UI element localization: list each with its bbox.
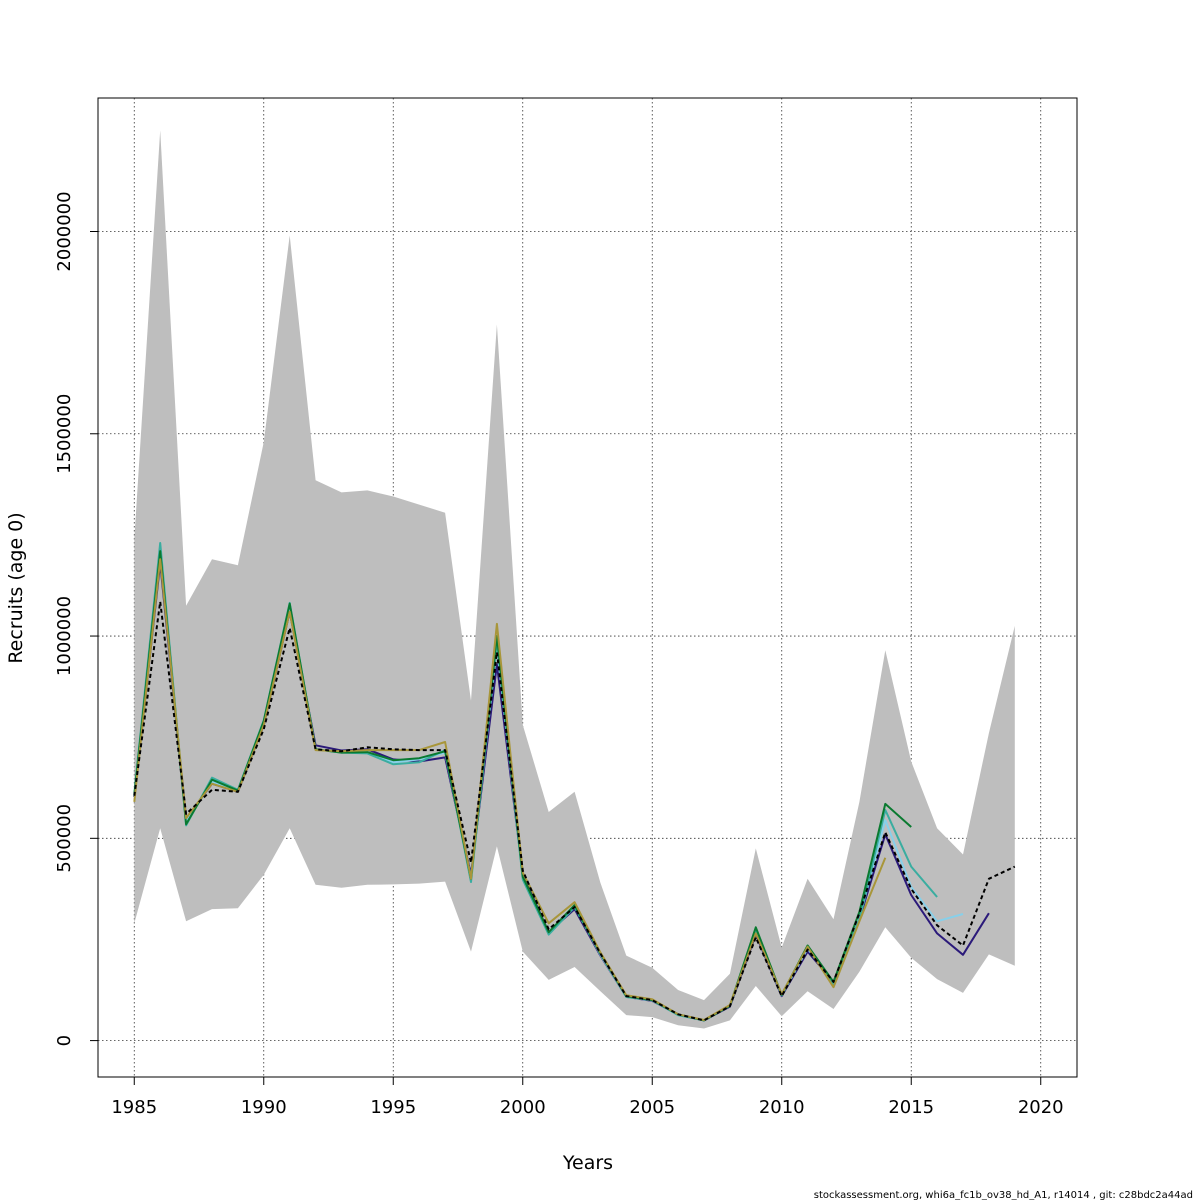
x-tick-label: 2005 — [629, 1097, 675, 1118]
x-tick-label: 2000 — [500, 1097, 546, 1118]
x-tick-label: 1985 — [111, 1097, 157, 1118]
series-group — [133, 542, 1016, 1022]
y-tick-label: 1500000 — [54, 394, 75, 474]
x-tick-label: 2020 — [1018, 1097, 1064, 1118]
series-line — [133, 558, 887, 1021]
x-tick-label: 1995 — [370, 1097, 416, 1118]
x-tick-label: 1990 — [241, 1097, 287, 1118]
y-tick-label: 500000 — [54, 804, 75, 873]
footer-note: stockassessment.org, whi6a_fc1b_ov38_hd_… — [814, 1190, 1193, 1200]
y-axis-title: Recruits (age 0) — [5, 512, 27, 663]
y-tick-label: 1000000 — [54, 596, 75, 676]
y-tick-label: 0 — [54, 1035, 75, 1046]
series-line — [133, 600, 1016, 1022]
x-tick-label: 2010 — [759, 1097, 805, 1118]
x-tick-label: 2015 — [888, 1097, 934, 1118]
y-axis: 0 500000 1000000 1500000 2000000 — [54, 191, 99, 1046]
x-axis-title: Years — [562, 1152, 613, 1174]
confidence-band — [134, 130, 1015, 1029]
x-axis: 1985 1990 1995 2000 2005 2010 2015 2020 — [111, 1076, 1064, 1118]
y-tick-label: 2000000 — [54, 191, 75, 271]
